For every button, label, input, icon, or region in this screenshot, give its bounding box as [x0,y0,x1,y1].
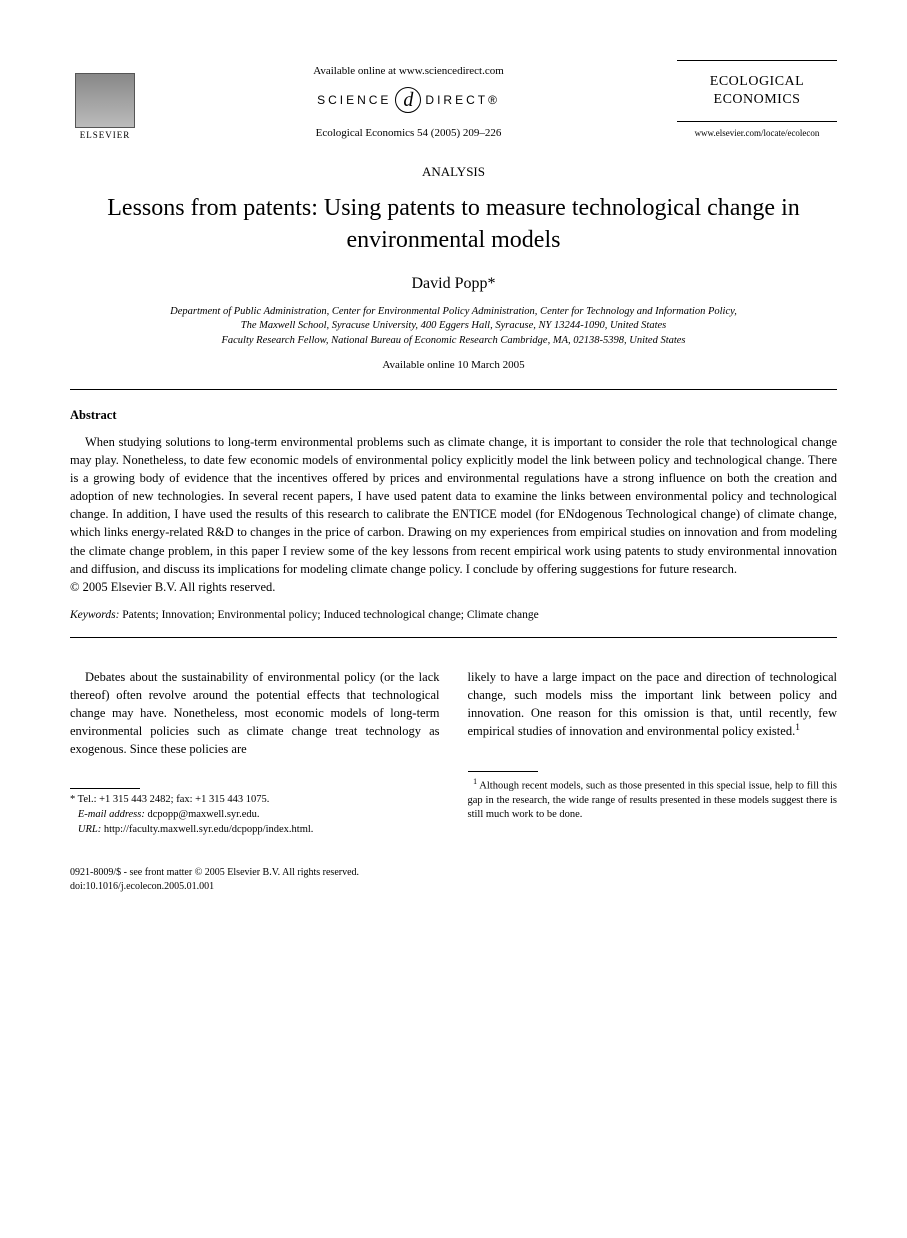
affiliation-line: The Maxwell School, Syracuse University,… [70,319,837,334]
body-paragraph: Debates about the sustainability of envi… [70,668,440,759]
publisher-logo: ELSEVIER [70,60,140,140]
elsevier-tree-icon [75,73,135,128]
center-header: Available online at www.sciencedirect.co… [140,60,677,139]
divider [677,121,837,122]
copyright-line: © 2005 Elsevier B.V. All rights reserved… [70,580,837,595]
corresponding-author-footnote: * Tel.: +1 315 443 2482; fax: +1 315 443… [70,793,440,808]
email-footnote: E-mail address: dcpopp@maxwell.syr.edu. [70,808,440,823]
journal-title-box: ECOLOGICAL ECONOMICS www.elsevier.com/lo… [677,60,837,138]
bottom-meta: 0921-8009/$ - see front matter © 2005 El… [70,866,837,894]
journal-url: www.elsevier.com/locate/ecolecon [677,128,837,138]
affiliation: Department of Public Administration, Cen… [70,305,837,349]
body-paragraph: likely to have a large impact on the pac… [468,668,838,741]
header-row: ELSEVIER Available online at www.science… [70,60,837,140]
abstract-text: When studying solutions to long-term env… [70,433,837,578]
article-title: Lessons from patents: Using patents to m… [70,192,837,257]
divider [70,389,837,390]
section-label: ANALYSIS [70,164,837,180]
available-online-text: Available online at www.sciencedirect.co… [140,65,677,77]
body-text: likely to have a large impact on the pac… [468,670,838,739]
footnote-ref: 1 [795,723,800,733]
journal-citation: Ecological Economics 54 (2005) 209–226 [140,127,677,139]
publisher-name: ELSEVIER [80,130,131,140]
column-right: likely to have a large impact on the pac… [468,668,838,838]
available-online-date: Available online 10 March 2005 [70,359,837,371]
keywords-label: Keywords: [70,609,119,621]
science-direct-left: SCIENCE [317,93,391,107]
footnote-text: Tel.: +1 315 443 2482; fax: +1 315 443 1… [75,794,269,805]
divider [70,637,837,638]
science-direct-right: DIRECT® [425,93,500,107]
issn-line: 0921-8009/$ - see front matter © 2005 El… [70,866,837,880]
footnote-1: 1 Although recent models, such as those … [468,776,838,824]
affiliation-line: Faculty Research Fellow, National Bureau… [70,334,837,349]
science-direct-d-icon: d [395,87,421,113]
author-name: David Popp* [70,275,837,293]
doi-line: doi:10.1016/j.ecolecon.2005.01.001 [70,880,837,894]
footnote-text: Although recent models, such as those pr… [468,780,838,820]
footnote-rule [70,788,140,789]
keywords-text: Patents; Innovation; Environmental polic… [119,609,538,621]
url-label: URL: [78,824,101,835]
email-label: E-mail address: [78,809,145,820]
abstract-heading: Abstract [70,408,837,423]
science-direct-logo: SCIENCE d DIRECT® [317,87,500,113]
column-left: Debates about the sustainability of envi… [70,668,440,838]
url-value: http://faculty.maxwell.syr.edu/dcpopp/in… [101,824,313,835]
journal-name-line1: ECOLOGICAL [677,73,837,91]
url-footnote: URL: http://faculty.maxwell.syr.edu/dcpo… [70,823,440,838]
affiliation-line: Department of Public Administration, Cen… [70,305,837,320]
body-columns: Debates about the sustainability of envi… [70,668,837,838]
footnote-rule [468,771,538,772]
email-value: dcpopp@maxwell.syr.edu. [145,809,260,820]
keywords: Keywords: Patents; Innovation; Environme… [70,609,837,621]
journal-name-line2: ECONOMICS [677,91,837,109]
divider [677,60,837,61]
